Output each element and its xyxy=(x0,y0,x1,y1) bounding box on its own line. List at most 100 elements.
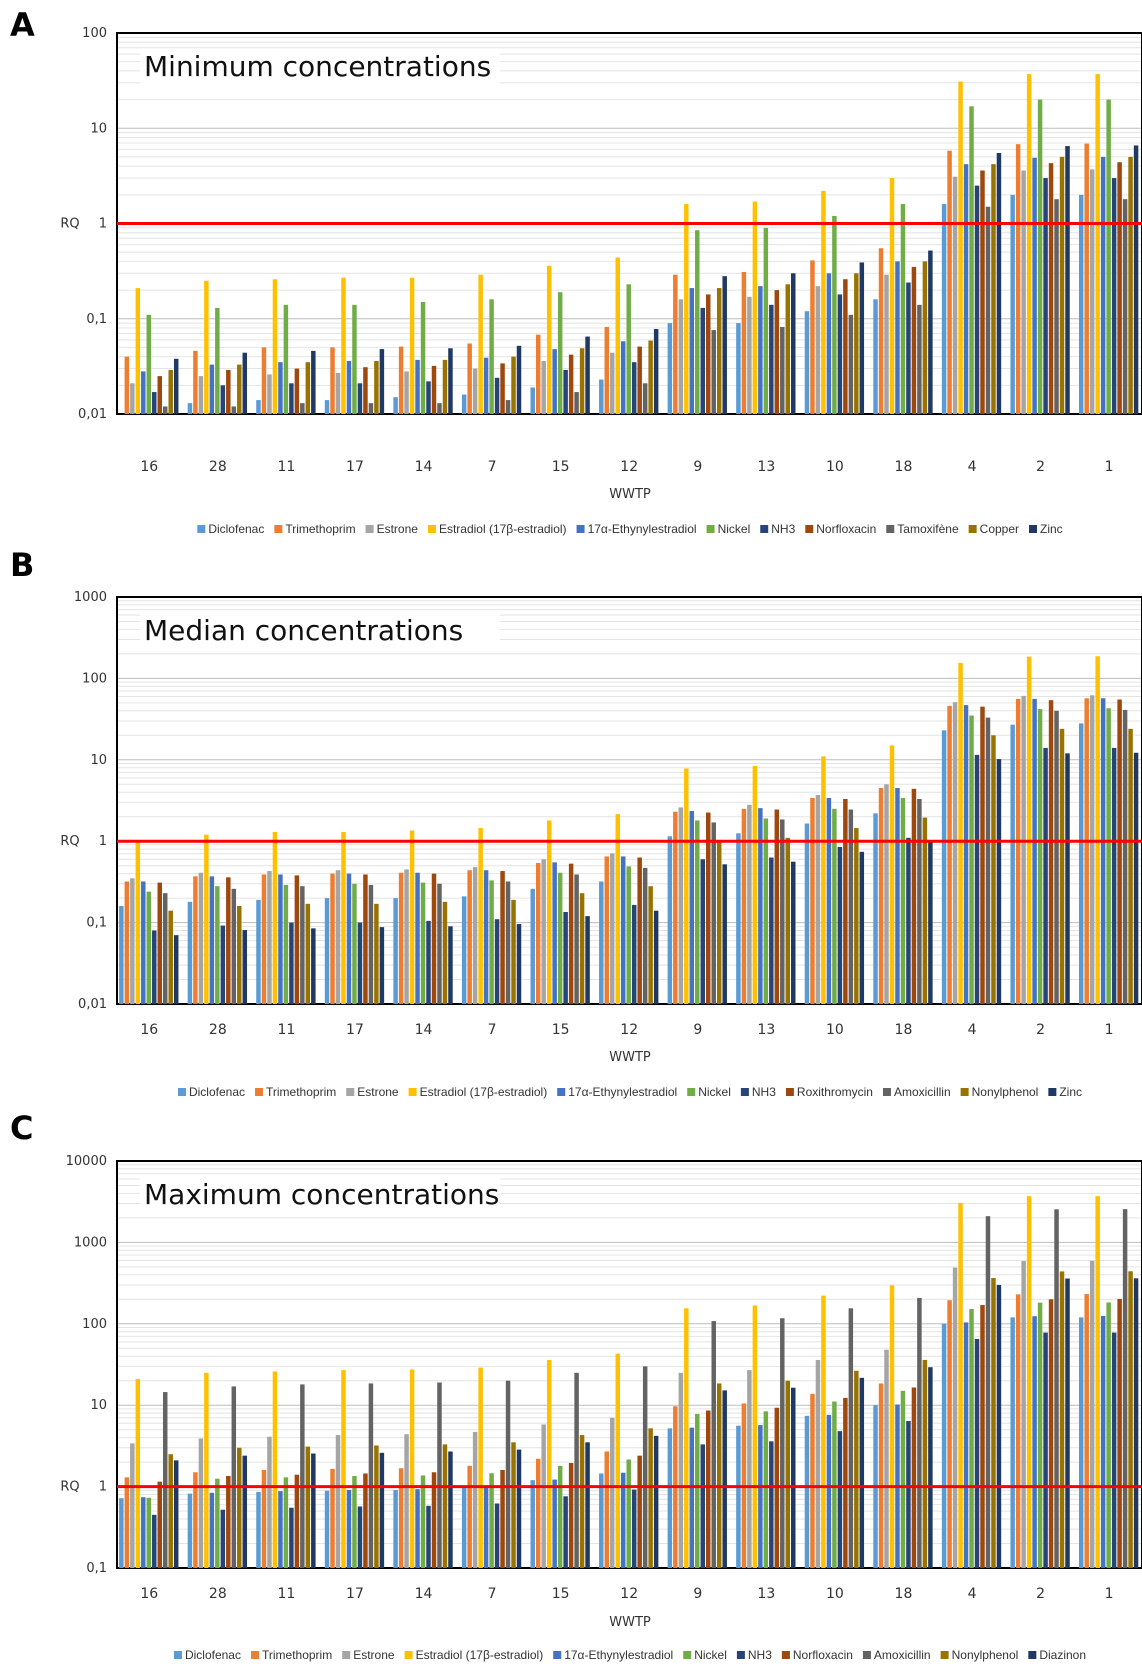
bar-nonylphenol-wwtp-28 xyxy=(237,1447,242,1568)
bar-trimethoprim-wwtp-13 xyxy=(741,808,747,1004)
bar-roxithromycin-wwtp-17 xyxy=(363,874,368,1004)
bar-nickel-wwtp-2 xyxy=(1037,709,1043,1004)
bar-diclofenac-wwtp-15 xyxy=(530,888,535,1004)
bar-zinc-wwtp-15 xyxy=(585,916,590,1004)
bar-zinc-wwtp-13 xyxy=(791,273,796,414)
x-tick-label: 2 xyxy=(1036,1022,1045,1038)
legend-label-nickel: Nickel xyxy=(694,1648,727,1662)
bar-diclofenac-wwtp-1 xyxy=(1078,1317,1084,1568)
bar-estrone-wwtp-1 xyxy=(1089,169,1095,414)
x-tick-label: 13 xyxy=(757,1586,775,1602)
bar-estradiol-17-estradiol-wwtp-14 xyxy=(409,1369,415,1568)
bar-zinc-wwtp-11 xyxy=(311,350,316,414)
bar-estrone-wwtp-15 xyxy=(541,859,546,1004)
bar-diclofenac-wwtp-10 xyxy=(804,311,810,414)
bar-tamoxif-ne-wwtp-12 xyxy=(642,383,648,414)
x-tick-label: 1 xyxy=(1105,1022,1114,1038)
bar-estrone-wwtp-7 xyxy=(472,867,478,1004)
legend-swatch-estradiol-17-estradiol xyxy=(408,1088,417,1096)
bar-diclofenac-wwtp-28 xyxy=(187,1493,193,1568)
bar-nh3-wwtp-4 xyxy=(974,185,980,414)
bar-nonylphenol-wwtp-17 xyxy=(374,903,379,1004)
legend-swatch-nonylphenol xyxy=(960,1088,969,1096)
x-tick-label: 10 xyxy=(826,1022,844,1038)
bar-amoxicillin-wwtp-7 xyxy=(505,881,511,1004)
bar-17-ethynylestradiol-wwtp-2 xyxy=(1032,1316,1037,1568)
bar-trimethoprim-wwtp-17 xyxy=(330,347,335,414)
bar-17-ethynylestradiol-wwtp-9 xyxy=(689,1427,695,1568)
bar-diclofenac-wwtp-17 xyxy=(324,1490,330,1568)
bar-nickel-wwtp-16 xyxy=(146,891,152,1004)
bar-estradiol-17-estradiol-wwtp-2 xyxy=(1026,74,1032,414)
bar-tamoxif-ne-wwtp-15 xyxy=(574,392,579,414)
legend-label-diazinon: Diazinon xyxy=(1039,1648,1086,1662)
bar-17-ethynylestradiol-wwtp-4 xyxy=(963,164,969,414)
bar-estradiol-17-estradiol-wwtp-10 xyxy=(821,756,826,1004)
bar-copper-wwtp-7 xyxy=(511,356,516,414)
x-tick-label: 4 xyxy=(968,1022,977,1038)
bar-trimethoprim-wwtp-18 xyxy=(878,1383,884,1568)
bar-17-ethynylestradiol-wwtp-10 xyxy=(826,273,832,414)
bar-17-ethynylestradiol-wwtp-10 xyxy=(826,1414,832,1568)
bar-nh3-wwtp-10 xyxy=(837,846,843,1004)
bar-diclofenac-wwtp-28 xyxy=(187,403,193,414)
bar-nh3-wwtp-2 xyxy=(1043,747,1048,1004)
bar-amoxicillin-wwtp-10 xyxy=(848,1308,854,1568)
legend-swatch-tamoxif-ne xyxy=(886,525,895,533)
bar-nh3-wwtp-1 xyxy=(1111,747,1117,1004)
legend-swatch-copper xyxy=(968,525,977,533)
bar-tamoxif-ne-wwtp-14 xyxy=(437,403,442,414)
bar-nh3-wwtp-15 xyxy=(563,369,568,414)
bar-roxithromycin-wwtp-10 xyxy=(843,798,848,1004)
x-tick-label: 13 xyxy=(757,1022,775,1038)
bar-17-ethynylestradiol-wwtp-17 xyxy=(346,361,352,414)
bar-estrone-wwtp-28 xyxy=(198,872,204,1004)
chart-title: Maximum concentrations xyxy=(144,1178,499,1211)
bar-estrone-wwtp-9 xyxy=(678,1372,684,1568)
bar-estrone-wwtp-11 xyxy=(267,871,272,1004)
bar-nonylphenol-wwtp-2 xyxy=(1059,1271,1065,1568)
legend-label-17-ethynylestradiol: 17α-Ethynylestradiol xyxy=(568,1085,677,1099)
bar-estradiol-17-estradiol-wwtp-14 xyxy=(409,277,415,414)
bar-diclofenac-wwtp-17 xyxy=(324,400,330,414)
bar-tamoxif-ne-wwtp-13 xyxy=(780,326,785,414)
bar-nonylphenol-wwtp-15 xyxy=(579,893,585,1004)
bar-nonylphenol-wwtp-7 xyxy=(511,899,516,1004)
bar-17-ethynylestradiol-wwtp-9 xyxy=(689,288,695,414)
bar-nh3-wwtp-17 xyxy=(357,383,363,414)
title-backdrop xyxy=(140,1178,500,1214)
bar-roxithromycin-wwtp-12 xyxy=(637,857,642,1004)
legend-swatch-nonylphenol xyxy=(940,1651,949,1659)
bar-estradiol-17-estradiol-wwtp-4 xyxy=(958,662,963,1004)
bar-estrone-wwtp-13 xyxy=(747,296,752,414)
bar-estradiol-17-estradiol-wwtp-15 xyxy=(546,1359,552,1568)
legend-swatch-diclofenac xyxy=(177,1088,186,1096)
bar-estrone-wwtp-7 xyxy=(472,1431,478,1568)
bar-zinc-wwtp-7 xyxy=(516,924,522,1004)
bar-trimethoprim-wwtp-9 xyxy=(673,274,678,414)
bar-trimethoprim-wwtp-16 xyxy=(124,356,130,414)
bar-diclofenac-wwtp-16 xyxy=(119,1498,124,1568)
bar-nickel-wwtp-13 xyxy=(763,227,769,414)
legend-label-estrone: Estrone xyxy=(353,1648,395,1662)
bar-nh3-wwtp-18 xyxy=(906,837,911,1004)
bar-trimethoprim-wwtp-18 xyxy=(878,248,884,414)
bar-17-ethynylestradiol-wwtp-10 xyxy=(826,797,832,1004)
bar-amoxicillin-wwtp-12 xyxy=(642,867,648,1004)
bar-nonylphenol-wwtp-15 xyxy=(579,1435,585,1568)
x-tick-label: 9 xyxy=(693,459,702,475)
bar-amoxicillin-wwtp-17 xyxy=(368,1383,374,1568)
bar-norfloxacin-wwtp-10 xyxy=(843,1397,848,1568)
x-tick-label: 10 xyxy=(826,1586,844,1602)
bar-estradiol-17-estradiol-wwtp-13 xyxy=(752,201,758,414)
bar-trimethoprim-wwtp-17 xyxy=(330,873,335,1004)
bar-tamoxif-ne-wwtp-1 xyxy=(1122,199,1128,414)
bar-trimethoprim-wwtp-1 xyxy=(1084,698,1089,1004)
bar-zinc-wwtp-17 xyxy=(379,927,385,1004)
bar-norfloxacin-wwtp-11 xyxy=(294,368,300,414)
bar-nh3-wwtp-17 xyxy=(357,1506,363,1568)
bar-zinc-wwtp-1 xyxy=(1133,145,1139,414)
bar-trimethoprim-wwtp-28 xyxy=(193,350,198,414)
bar-nh3-wwtp-12 xyxy=(631,904,637,1004)
bar-trimethoprim-wwtp-4 xyxy=(947,705,952,1004)
